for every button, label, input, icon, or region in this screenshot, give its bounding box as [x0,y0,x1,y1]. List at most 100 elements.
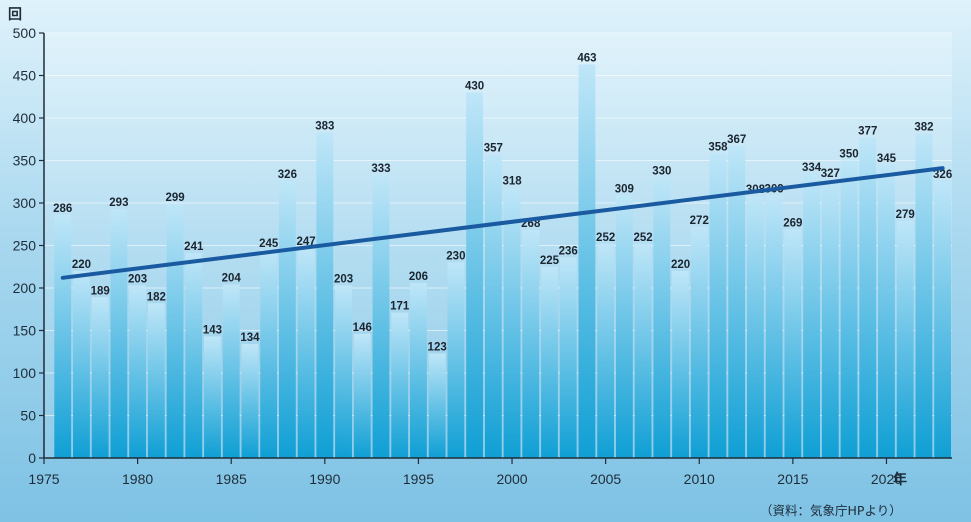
data-label-2012: 367 [727,134,746,146]
y-tick-label: 250 [13,238,37,254]
y-tick-label: 300 [13,195,37,211]
data-label-1998: 430 [465,81,484,93]
bar-1994 [391,312,409,458]
y-tick-label: 400 [13,110,37,126]
bar-2012 [728,146,746,459]
x-tick-label: 2000 [496,471,527,487]
data-label-1983: 241 [184,241,204,253]
data-label-1976: 286 [53,203,72,215]
data-label-2021: 279 [896,209,915,221]
x-tick-label: 2010 [684,471,715,487]
data-label-2008: 330 [652,166,671,178]
data-labels: 2862201892932031822992411432041342453262… [53,52,952,353]
y-axis-unit: 回 [8,7,22,23]
data-label-1980: 203 [128,273,147,285]
source-note: （資料：気象庁HPより） [760,503,902,518]
data-label-2011: 358 [708,142,728,154]
data-label-1978: 189 [91,285,110,297]
bar-2005 [597,243,615,458]
data-label-2000: 318 [502,176,522,188]
bar-1986 [241,344,259,458]
bar-1990 [316,132,334,458]
bar-2001 [522,230,540,458]
bar-1991 [335,285,352,458]
bar-1998 [466,92,484,458]
data-label-1984: 143 [203,324,222,336]
data-label-1986: 134 [240,332,260,344]
bar-2011 [709,153,727,458]
data-label-1990: 383 [315,120,334,132]
bar-1985 [222,284,240,458]
data-label-2023: 326 [933,169,952,181]
bar-2010 [690,226,708,458]
bar-2000 [503,187,521,458]
data-label-2020: 345 [877,153,897,165]
x-tick-labels: 1975 1980 1985 1990 1995 2000 2005 2010 2015 2020 [28,471,902,487]
trend-line [60,166,945,280]
bar-2015 [784,229,802,458]
x-tick-label: 1990 [309,471,340,487]
bar-2019 [859,137,877,459]
bar-2004 [578,64,596,458]
y-tick-label: 0 [28,450,36,466]
data-label-2010: 272 [690,215,709,227]
bar-2020 [878,164,895,458]
bar-1982 [166,203,184,458]
axes [39,32,952,464]
data-label-1981: 182 [147,291,166,303]
bar-1995 [410,282,427,458]
data-label-2009: 220 [671,259,690,271]
x-tick-label: 2005 [590,471,621,487]
bar-1997 [447,262,465,458]
bar-1981 [147,303,165,458]
y-tick-label: 200 [13,280,37,296]
bar-1996 [428,353,446,458]
bar-1978 [91,297,109,458]
data-label-2016: 334 [802,162,822,174]
data-label-2002: 225 [540,255,560,267]
bar-2014 [765,195,783,458]
bar-2002 [541,266,558,458]
data-label-1985: 204 [222,273,242,285]
data-label-1977: 220 [72,259,91,271]
data-label-2017: 327 [821,168,840,180]
bar-1979 [110,208,128,458]
bar-1999 [484,154,502,459]
y-tick-label: 500 [13,25,37,41]
x-tick-label: 1975 [28,471,59,487]
data-label-1982: 299 [165,192,184,204]
bar-1983 [185,253,203,458]
x-tick-label: 2015 [777,471,808,487]
data-label-2018: 350 [839,149,858,161]
bar-1977 [73,271,90,458]
data-label-2003: 236 [559,245,578,257]
data-label-2006: 309 [615,183,634,195]
data-label-2019: 377 [858,126,877,138]
bar-2023 [934,180,952,458]
x-tick-label: 1980 [122,471,153,487]
y-tick-label: 150 [13,323,37,339]
bars [54,64,952,459]
bar-2022 [915,133,933,459]
bar-2003 [559,257,577,458]
data-label-1988: 326 [278,169,297,181]
x-tick-label: 1985 [216,471,247,487]
data-label-2007: 252 [633,232,652,244]
y-tick-label: 100 [13,365,37,381]
data-label-1997: 230 [446,251,465,263]
bar-1989 [297,248,315,458]
bar-1987 [260,249,278,458]
data-label-1996: 123 [428,341,447,353]
x-tick-label: 2020 [871,471,902,487]
bar-1992 [353,333,371,458]
data-label-2004: 463 [577,52,596,64]
bar-2013 [746,196,764,458]
bar-2008 [653,177,671,458]
bar-2021 [896,220,914,458]
bar-2007 [634,243,652,458]
bar-2018 [840,160,858,458]
y-tick-label: 350 [13,153,37,169]
bar-2006 [615,195,633,458]
bar-1984 [204,336,221,458]
data-label-2022: 382 [914,121,933,133]
